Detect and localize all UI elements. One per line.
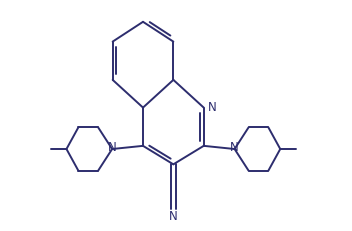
Text: N: N bbox=[169, 210, 178, 223]
Text: N: N bbox=[108, 141, 117, 154]
Text: N: N bbox=[230, 141, 239, 154]
Text: N: N bbox=[208, 101, 216, 114]
